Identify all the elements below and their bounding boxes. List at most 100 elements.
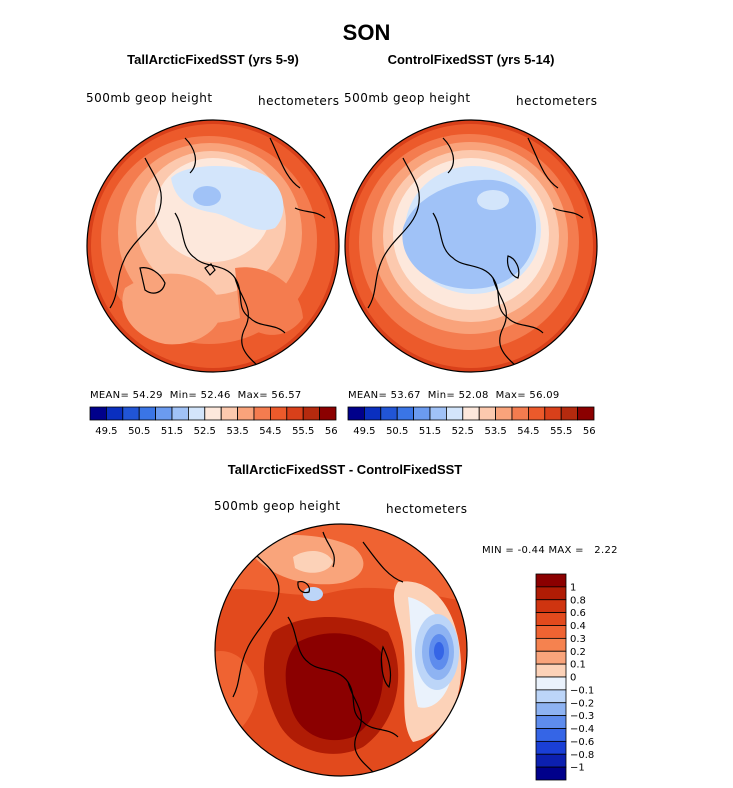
panel1-field-label: 500mb geop height [86, 91, 213, 105]
panel2-field-label: 500mb geop height [344, 91, 471, 105]
page-title: SON [342, 20, 391, 45]
cb2-box-6 [446, 406, 464, 421]
panel2-map [344, 119, 598, 373]
cb2-box-12 [544, 406, 562, 421]
panel2-max-label: Max= [495, 390, 526, 401]
cb3-box-5 [535, 637, 567, 652]
cb1-box-7 [204, 406, 222, 421]
cb1-box-3 [138, 406, 157, 421]
panel3-stats: MIN = -0.44 MAX = 2.22 [482, 545, 618, 556]
panel1-map-border [86, 119, 340, 373]
panel2-max-value: 56.09 [529, 390, 560, 401]
cb2-box-0 [347, 406, 365, 421]
cb1-box-12 [286, 406, 304, 421]
cb3-box-14 [535, 753, 567, 768]
cb3-tick-label-10: −0.3 [570, 711, 594, 722]
cb3-tick-label-12: −0.6 [570, 737, 594, 748]
panel2-colorbar: 49.5 50.5 51.5 52.5 53.5 54.5 55.5 56.5 [347, 406, 596, 437]
cb3-box-13 [535, 740, 567, 755]
cb3-tick-label-4: 0.3 [570, 634, 586, 645]
panel3-max-label: MAX = [548, 545, 584, 556]
panel2-mean-label: MEAN= [348, 390, 388, 401]
cb3-box-12 [535, 728, 567, 742]
panel1-mean-value: 54.29 [132, 390, 163, 401]
panel1-coastlines [109, 137, 326, 369]
panel3-contours [215, 524, 467, 776]
panel1-colorbar: 49.5 50.5 51.5 52.5 53.5 54.5 55.5 56.5 [89, 406, 338, 437]
cb2-tick-label-7: 56.5 [583, 426, 596, 437]
cb3-box-2 [535, 599, 567, 614]
cb2-box-13 [560, 406, 578, 421]
cb2-box-1 [363, 406, 382, 421]
panel3-map-border [214, 523, 468, 777]
panel2-min-label: Min= [427, 390, 456, 401]
panel3-map [214, 523, 468, 777]
panel1-stats: MEAN= 54.29 Min= 52.46 Max= 56.57 [90, 390, 302, 401]
panel1-title: TallArcticFixedSST (yrs 5-9) [127, 52, 299, 67]
cb2-box-3 [396, 406, 415, 421]
cb2-tick-label-4: 53.5 [484, 426, 506, 437]
panel1-min-label: Min= [169, 390, 198, 401]
cb1-box-9 [237, 406, 255, 421]
cb1-box-0 [89, 406, 107, 421]
cb3-tick-label-3: 0.4 [570, 621, 586, 632]
cb1-box-8 [220, 406, 238, 421]
cb2-box-9 [495, 406, 513, 421]
cb2-tick-label-1: 50.5 [386, 426, 408, 437]
cb2-box-7 [462, 406, 480, 421]
cb1-tick-label-6: 55.5 [292, 426, 314, 437]
panel2-title: ControlFixedSST (yrs 5-14) [387, 52, 555, 67]
cb2-tick-label-6: 55.5 [550, 426, 572, 437]
cb1-box-10 [253, 406, 271, 421]
cb3-box-9 [535, 689, 567, 704]
panel3-min-label: MIN = [482, 545, 515, 556]
cb3-box-11 [535, 715, 567, 729]
cb3-tick-label-5: 0.2 [570, 647, 586, 658]
cb3-tick-label-2: 0.6 [570, 608, 586, 619]
cb1-box-4 [155, 406, 173, 421]
cb2-box-8 [478, 406, 496, 421]
cb3-box-3 [535, 612, 567, 626]
cb1-box-13 [302, 406, 320, 421]
cb1-box-2 [122, 406, 140, 421]
panel1-max-label: Max= [237, 390, 268, 401]
panel3-colorbar: 1 0.8 0.6 0.4 0.3 0.2 0.1 0−0.1 −0.2 −0.3 −0.4 −0.6… [535, 573, 594, 781]
cb1-box-14 [319, 406, 337, 421]
cb1-tick-label-2: 51.5 [161, 426, 183, 437]
cb3-tick-label-0: 1 [570, 582, 576, 593]
panel1-max-value: 56.57 [271, 390, 302, 401]
panel1-units: hectometers [258, 94, 340, 108]
panel2-min-value: 52.08 [458, 390, 489, 401]
panel2-units: hectometers [516, 94, 598, 108]
cb3-box-4 [535, 625, 567, 639]
cb3-box-15 [535, 766, 567, 781]
cb1-box-5 [171, 406, 189, 421]
cb3-tick-label-13: −0.8 [570, 750, 594, 761]
panel3-min-value: -0.44 [517, 545, 545, 556]
panel3-coastlines [232, 531, 404, 773]
cb2-tick-label-2: 51.5 [419, 426, 441, 437]
cb2-box-5 [429, 406, 447, 421]
panel3-field-label: 500mb geop height [214, 499, 341, 513]
cb2-tick-label-5: 54.5 [517, 426, 539, 437]
cb2-tick-label-0: 49.5 [353, 426, 375, 437]
cb3-box-10 [535, 702, 567, 717]
panel1-contours [87, 120, 339, 372]
panel2-mean-value: 53.67 [390, 390, 421, 401]
cb3-box-0 [535, 573, 567, 588]
panel2-stats: MEAN= 53.67 Min= 52.08 Max= 56.09 [348, 390, 560, 401]
cb3-tick-label-7: 0 [570, 673, 576, 684]
cb1-tick-label-5: 54.5 [259, 426, 281, 437]
cb2-box-14 [577, 406, 595, 421]
cb1-box-6 [188, 406, 206, 421]
panel3-title: TallArcticFixedSST - ControlFixedSST [227, 462, 463, 477]
cb1-tick-label-0: 49.5 [95, 426, 117, 437]
cb1-box-1 [105, 406, 124, 421]
cb3-tick-label-8: −0.1 [570, 685, 594, 696]
cb1-tick-label-7: 56.5 [325, 426, 338, 437]
cb2-tick-label-3: 52.5 [452, 426, 474, 437]
cb3-box-1 [535, 586, 567, 601]
cb2-box-10 [511, 406, 529, 421]
cb1-tick-label-3: 52.5 [194, 426, 216, 437]
cb2-box-4 [413, 406, 431, 421]
